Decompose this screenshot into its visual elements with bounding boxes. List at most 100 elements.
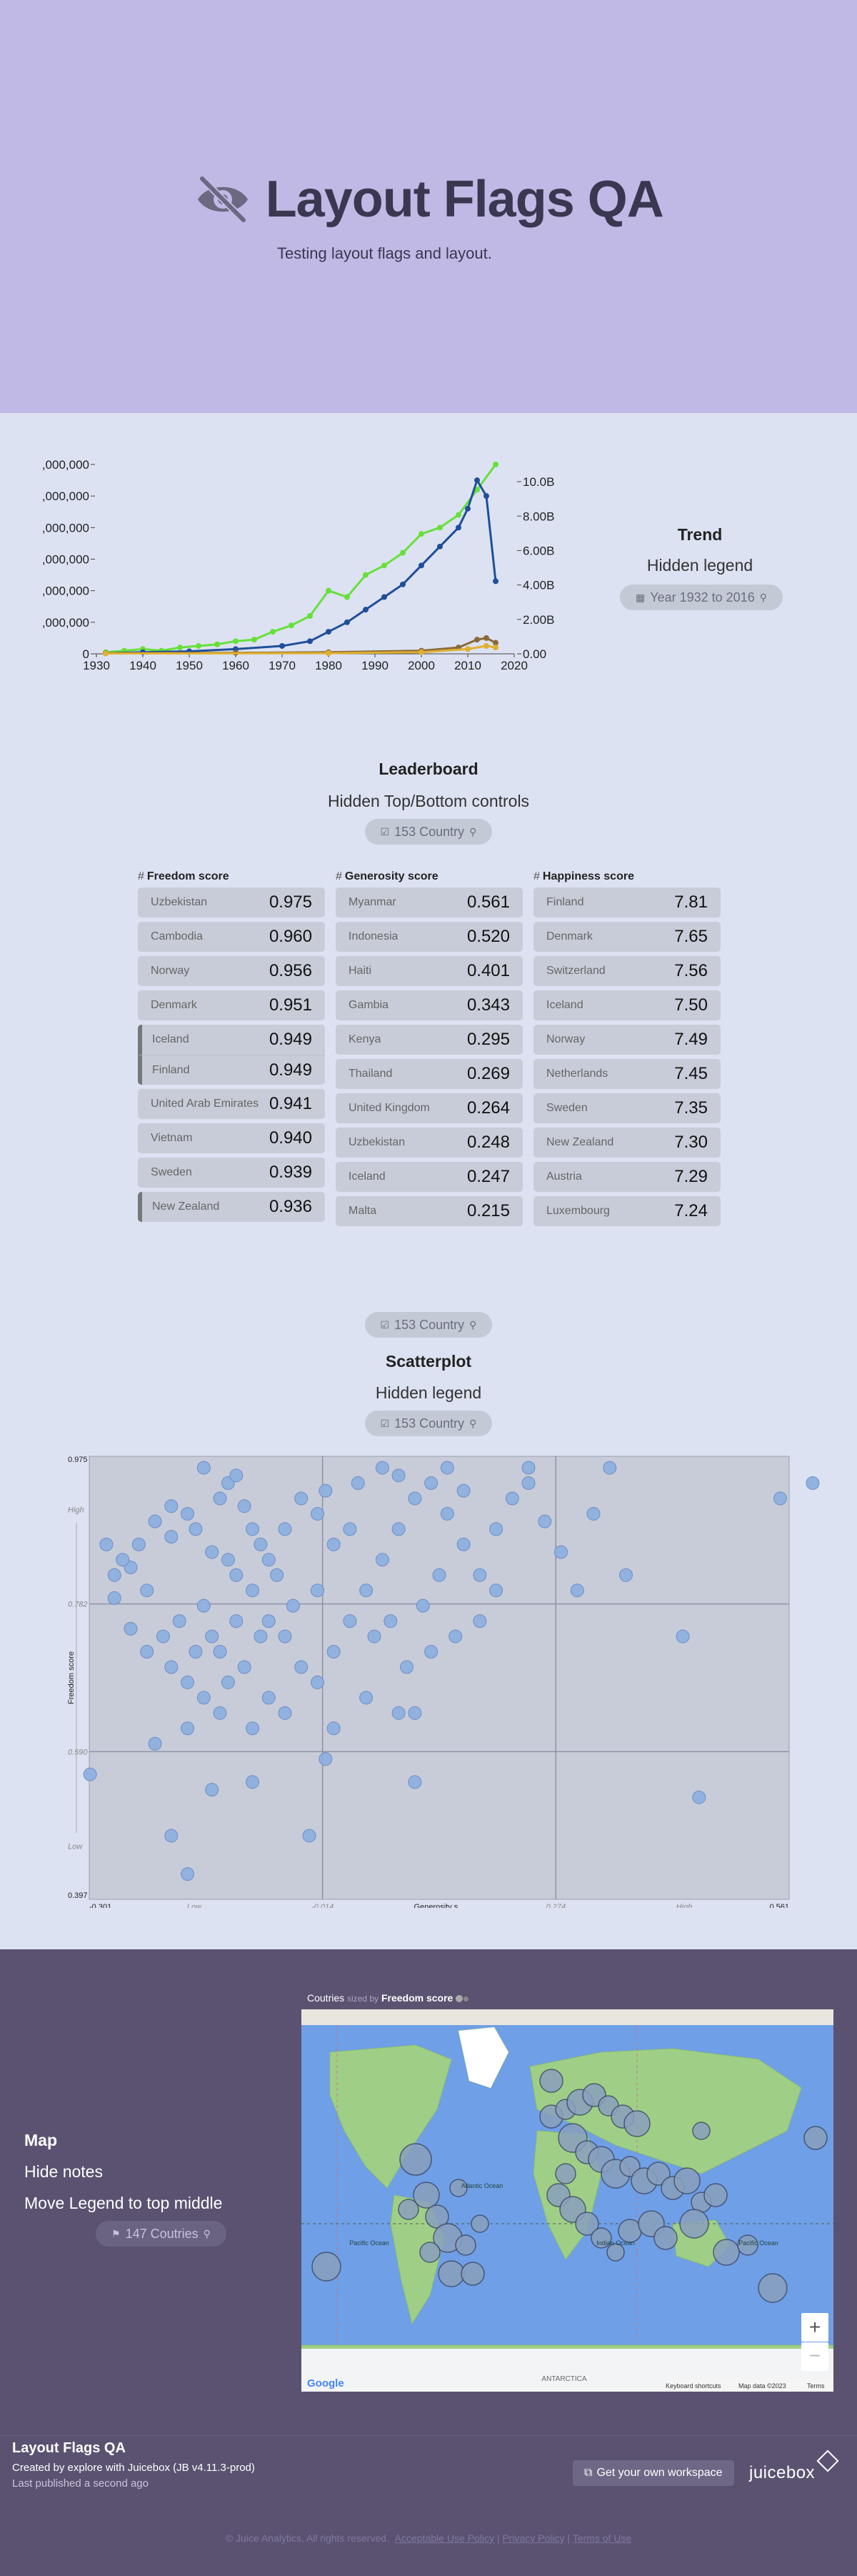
scatter-point xyxy=(489,1522,503,1536)
leaderboard-row[interactable]: Uzbekistan 0.975 xyxy=(138,887,325,917)
scatter-point xyxy=(310,1506,324,1521)
x-tick-label: 1980 xyxy=(315,659,342,672)
scatter-point xyxy=(326,1721,341,1736)
row-value: 7.24 xyxy=(674,1201,708,1220)
scatter-point xyxy=(254,1629,268,1643)
scatter-point xyxy=(189,1645,203,1659)
search-icon: ⚲ xyxy=(759,591,767,603)
y-axis-label: Freedom score xyxy=(67,1651,76,1704)
scatter-country-filter[interactable]: ☑ 153 Country ⚲ xyxy=(357,1411,500,1436)
scatter-point xyxy=(310,1583,324,1598)
scatter-point xyxy=(286,1598,300,1613)
scatter-point xyxy=(196,1461,211,1475)
map-note-hide: Hide notes xyxy=(24,2162,103,2181)
scatter-point xyxy=(148,1514,162,1528)
leaderboard-row[interactable]: Denmark 7.65 xyxy=(533,922,721,952)
scatter-subtitle: Hidden legend xyxy=(375,1383,482,1402)
trend-point xyxy=(307,613,313,619)
acceptable-use-link[interactable]: Acceptable Use Policy xyxy=(394,2532,494,2544)
row-value: 7.49 xyxy=(674,1030,708,1049)
row-name: Myanmar xyxy=(349,896,396,908)
leaderboard-row[interactable]: Norway 0.956 xyxy=(138,956,325,986)
leaderboard-row[interactable]: Cambodia 0.960 xyxy=(138,922,325,952)
country-bubble xyxy=(673,2167,701,2194)
trend-point xyxy=(344,594,350,600)
leaderboard-row[interactable]: Netherlands 7.45 xyxy=(533,1059,721,1089)
leaderboard-row[interactable]: Luxembourg 7.24 xyxy=(533,1196,721,1226)
row-value: 0.401 xyxy=(466,961,510,980)
scatter-point xyxy=(310,1675,324,1689)
row-value: 0.949 xyxy=(269,1060,312,1080)
leaderboard-row[interactable]: Iceland 0.949 xyxy=(138,1025,325,1055)
scatter-point xyxy=(521,1461,536,1475)
row-value: 7.56 xyxy=(674,961,708,980)
scatter-point xyxy=(237,1660,251,1674)
leaderboard-row[interactable]: Sweden 0.939 xyxy=(138,1158,325,1188)
row-value: 0.343 xyxy=(466,995,510,1015)
y-tick-label: 0.590 xyxy=(68,1748,88,1756)
scatter-point xyxy=(270,1568,284,1582)
scatter-point xyxy=(359,1583,374,1598)
leaderboard-row[interactable]: United Kingdom 0.264 xyxy=(336,1093,523,1123)
privacy-policy-link[interactable]: Privacy Policy xyxy=(502,2532,565,2544)
year-filter[interactable]: ▦ Year 1932 to 2016 ⚲ xyxy=(620,585,783,610)
juicebox-logo[interactable]: juicebox xyxy=(749,2463,816,2482)
leaderboard-country-filter[interactable]: ☑ 153 Country ⚲ xyxy=(357,819,500,845)
leaderboard-row[interactable]: New Zealand 0.936 xyxy=(138,1192,325,1222)
scatter-point xyxy=(302,1829,316,1843)
country-bubble xyxy=(575,2212,599,2236)
leaderboard-row[interactable]: Norway 7.49 xyxy=(533,1025,721,1055)
scatter-top-country-filter[interactable]: ☑ 153 Country ⚲ xyxy=(357,1312,500,1338)
trend-point xyxy=(465,646,471,652)
scatter-point xyxy=(156,1629,170,1643)
leaderboard-row[interactable]: Switzerland 7.56 xyxy=(533,956,721,986)
leaderboard-row[interactable]: Iceland 7.50 xyxy=(533,990,721,1020)
greenland xyxy=(458,2027,508,2088)
scatter-point xyxy=(440,1506,454,1521)
legend-circle-icon xyxy=(463,1996,469,2001)
scatter-point xyxy=(473,1614,487,1628)
scatter-point xyxy=(205,1629,219,1643)
leaderboard-row[interactable]: Austria 7.29 xyxy=(533,1162,721,1192)
leaderboard-row[interactable]: Myanmar 0.561 xyxy=(336,887,523,917)
leaderboard-column: # Happiness score Finland 7.81 Denmark 7.65 Sw… xyxy=(533,866,721,1230)
leaderboard-row[interactable]: United Arab Emirates 0.941 xyxy=(138,1089,325,1119)
x-tick-label: 2020 xyxy=(501,659,528,672)
map-country-filter[interactable]: ⚑ 147 Coutries ⚲ xyxy=(96,2221,226,2247)
leaderboard-row[interactable]: Haiti 0.401 xyxy=(336,956,523,986)
footer-title: Layout Flags QA xyxy=(12,2440,126,2456)
row-name: Iceland xyxy=(349,1170,386,1183)
scatter-point xyxy=(351,1476,365,1491)
trend-point xyxy=(279,642,285,649)
zoom-out-button[interactable] xyxy=(801,2342,828,2371)
row-name: Kenya xyxy=(349,1033,381,1045)
scatter-point xyxy=(124,1621,138,1636)
leaderboard-row[interactable]: New Zealand 7.30 xyxy=(533,1128,721,1158)
trend-series-line xyxy=(105,477,497,655)
leaderboard-row[interactable]: Kenya 0.295 xyxy=(336,1025,523,1055)
get-workspace-button[interactable]: ⧉ Get your own workspace xyxy=(573,2460,734,2486)
terms-link[interactable]: Terms of Use xyxy=(572,2532,632,2544)
leaderboard-row[interactable]: Gambia 0.343 xyxy=(336,990,523,1020)
scatter-point xyxy=(408,1775,422,1789)
scatter-point xyxy=(384,1614,398,1628)
leaderboard-row[interactable]: Thailand 0.269 xyxy=(336,1059,523,1089)
scatter-point xyxy=(424,1645,438,1659)
leaderboard-row[interactable]: Sweden 7.35 xyxy=(533,1093,721,1123)
leaderboard-row[interactable]: Uzbekistan 0.248 xyxy=(336,1128,523,1158)
leaderboard-row[interactable]: Vietnam 0.940 xyxy=(138,1123,325,1153)
row-value: 0.941 xyxy=(269,1094,312,1113)
zoom-in-button[interactable] xyxy=(801,2313,828,2342)
trend-point xyxy=(419,562,424,569)
leaderboard-row[interactable]: Malta 0.215 xyxy=(336,1196,523,1226)
leaderboard-row[interactable]: Finland 7.81 xyxy=(533,887,721,917)
leaderboard-title: Leaderboard xyxy=(379,760,478,778)
leaderboard-row[interactable]: Iceland 0.247 xyxy=(336,1162,523,1192)
leaderboard-row[interactable]: Finland 0.949 xyxy=(138,1055,325,1085)
leaderboard-row[interactable]: Denmark 0.951 xyxy=(138,990,325,1020)
world-map[interactable]: ANTARCTICA Atlantic Ocean Pacific Ocean Pac… xyxy=(301,2009,833,2392)
scatter-point xyxy=(343,1614,357,1628)
leaderboard-column-header: # Freedom score xyxy=(138,866,325,887)
trend-point xyxy=(326,650,331,657)
leaderboard-row[interactable]: Indonesia 0.520 xyxy=(336,922,523,952)
